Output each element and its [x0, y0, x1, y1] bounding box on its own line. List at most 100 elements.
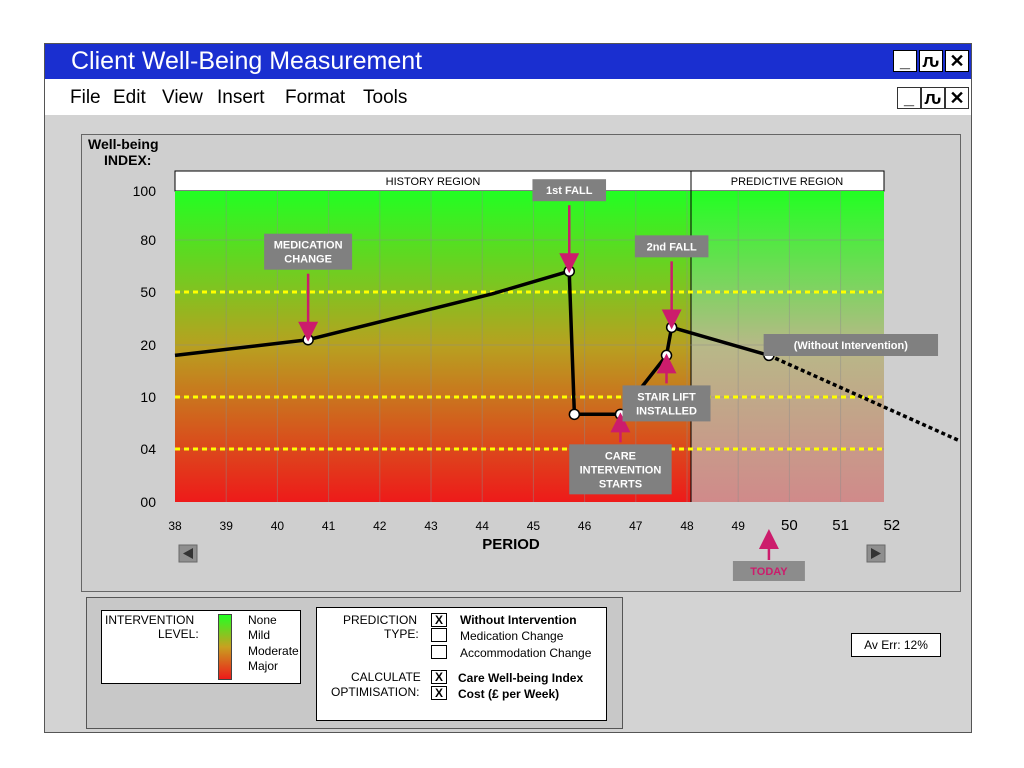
annotation-box: [622, 385, 711, 422]
close-button[interactable]: ✕: [945, 50, 969, 72]
menu-format[interactable]: Format: [285, 87, 346, 108]
option-medication-change: Medication Change: [460, 629, 564, 643]
wellbeing-chart: Well-being INDEX: HISTORY REGION PREDICT…: [88, 136, 960, 581]
annotation-box: [569, 444, 672, 495]
option-accommodation-change: Accommodation Change: [460, 646, 592, 660]
data-point: [563, 265, 575, 277]
annotation-label: 1st FALL: [546, 185, 593, 197]
annotations: MEDICATION CHANGE 1st FALL 2nd FALL CARE INTE…: [264, 179, 939, 495]
annotation-box: [532, 179, 607, 202]
legend-level-none: None: [248, 613, 277, 627]
menu-tools[interactable]: Tools: [363, 87, 408, 108]
prediction-options: PREDICTION TYPE: X Without Intervention …: [316, 607, 607, 721]
annotation-box: [763, 334, 939, 356]
checkbox-medication-change[interactable]: [431, 628, 447, 642]
menu-edit[interactable]: Edit: [113, 87, 146, 108]
minimize-button[interactable]: _: [893, 50, 917, 72]
intervention-color-scale: [218, 614, 232, 680]
mdi-minimize-button[interactable]: _: [897, 87, 921, 109]
data-point: [302, 333, 314, 346]
legend-title-line2: LEVEL:: [158, 627, 199, 641]
option-without-intervention: Without Intervention: [460, 613, 577, 627]
threshold-lines: [175, 290, 884, 451]
x-tick-label: 40: [271, 519, 285, 533]
annotation-label: INTERVENTION: [580, 464, 662, 476]
legend-level-major: Major: [248, 659, 279, 673]
scroll-right-button[interactable]: [866, 544, 886, 563]
menu-bar: File Edit View Insert Format Tools _ ԉ ✕: [45, 79, 971, 115]
checkbox-mark: X: [434, 613, 443, 627]
today-badge: [732, 561, 805, 581]
menu-file[interactable]: File: [70, 87, 101, 108]
right-arrow-icon: [871, 548, 881, 559]
left-arrow-icon: [183, 548, 193, 559]
ylabel-line1: Well-being: [88, 136, 159, 152]
checkbox-without-intervention[interactable]: X: [431, 613, 447, 627]
app-window: Client Well-Being Measurement _ ԉ ✕ File…: [44, 43, 972, 733]
data-point: [665, 321, 678, 334]
x-tick-label: 52: [883, 517, 900, 534]
scroll-left-button[interactable]: [178, 544, 198, 563]
checkbox-care-wellbeing-index[interactable]: X: [431, 670, 447, 684]
window-title: Client Well-Being Measurement: [71, 47, 423, 75]
x-tick-label: 51: [832, 517, 849, 534]
annotation-label: (Without Intervention): [794, 340, 908, 352]
annotation-label: MEDICATION: [274, 240, 343, 252]
x-tick-label: 39: [220, 519, 234, 533]
today-label: TODAY: [750, 566, 788, 578]
option-care-wellbeing-index: Care Well-being Index: [458, 671, 584, 685]
chart-panel: Well-being INDEX: HISTORY REGION PREDICT…: [81, 134, 961, 592]
y-tick-label: 04: [140, 441, 156, 457]
average-error-display: Av Err: 12%: [851, 633, 941, 657]
annotation-box: [634, 235, 709, 258]
checkbox-mark: X: [434, 670, 443, 684]
x-tick-label: 48: [680, 519, 694, 533]
data-point: [660, 349, 673, 362]
annotation-label: INSTALLED: [636, 405, 697, 417]
y-tick-label: 100: [133, 183, 157, 199]
y-tick-labels: 100 80 50 20 10 04 00: [133, 183, 157, 510]
predictive-region-label: PREDICTIVE REGION: [731, 176, 844, 188]
x-tick-label: 46: [578, 519, 592, 533]
menu-insert[interactable]: Insert: [217, 87, 265, 108]
intervention-legend: INTERVENTION LEVEL: None Mild Moderate M…: [101, 610, 301, 684]
legend-level-mild: Mild: [248, 628, 271, 642]
mdi-restore-button[interactable]: ԉ: [921, 87, 945, 109]
y-tick-label: 10: [140, 389, 156, 405]
annotation-label: CARE: [605, 450, 636, 462]
legend-title-line1: INTERVENTION: [105, 613, 195, 627]
annotation-label: 2nd FALL: [647, 241, 697, 253]
y-tick-label: 80: [140, 232, 156, 248]
x-tick-label: 45: [527, 519, 541, 533]
optimisation-label-line1: CALCULATE: [351, 670, 421, 684]
x-tick-label: 42: [373, 519, 387, 533]
options-panel: INTERVENTION LEVEL: None Mild Moderate M…: [86, 597, 623, 729]
x-tick-label: 43: [424, 519, 438, 533]
x-tick-labels: 38 39 40 41 42 43 44 45 46 47 48 49 50 51 52: [168, 517, 900, 534]
x-tick-label: 49: [732, 519, 746, 533]
x-tick-label: 44: [476, 519, 490, 533]
x-axis-label: PERIOD: [482, 536, 540, 553]
history-region-label: HISTORY REGION: [386, 176, 481, 188]
title-bar: Client Well-Being Measurement _ ԉ ✕: [45, 44, 971, 79]
x-tick-label: 38: [168, 519, 182, 533]
restore-button[interactable]: ԉ: [919, 50, 943, 72]
today-marker: TODAY: [732, 529, 805, 581]
x-tick-label: 50: [781, 517, 798, 534]
annotation-box: [264, 233, 353, 270]
prediction-label-line1: PREDICTION: [343, 613, 418, 627]
mdi-close-button[interactable]: ✕: [945, 87, 969, 109]
option-cost-per-week: Cost (£ per Week): [458, 687, 560, 701]
optimisation-label-line2: OPTIMISATION:: [331, 685, 420, 699]
y-tick-label: 50: [140, 284, 156, 300]
legend-level-moderate: Moderate: [248, 644, 299, 658]
x-tick-label: 47: [629, 519, 643, 533]
annotation-label: STARTS: [599, 478, 642, 490]
checkbox-accommodation-change[interactable]: [431, 645, 447, 659]
ylabel-line2: INDEX:: [104, 152, 151, 168]
y-tick-label: 20: [140, 337, 156, 353]
menu-view[interactable]: View: [162, 87, 203, 108]
annotation-label: CHANGE: [284, 254, 332, 266]
checkbox-cost-per-week[interactable]: X: [431, 686, 447, 700]
checkbox-mark: X: [434, 686, 443, 700]
